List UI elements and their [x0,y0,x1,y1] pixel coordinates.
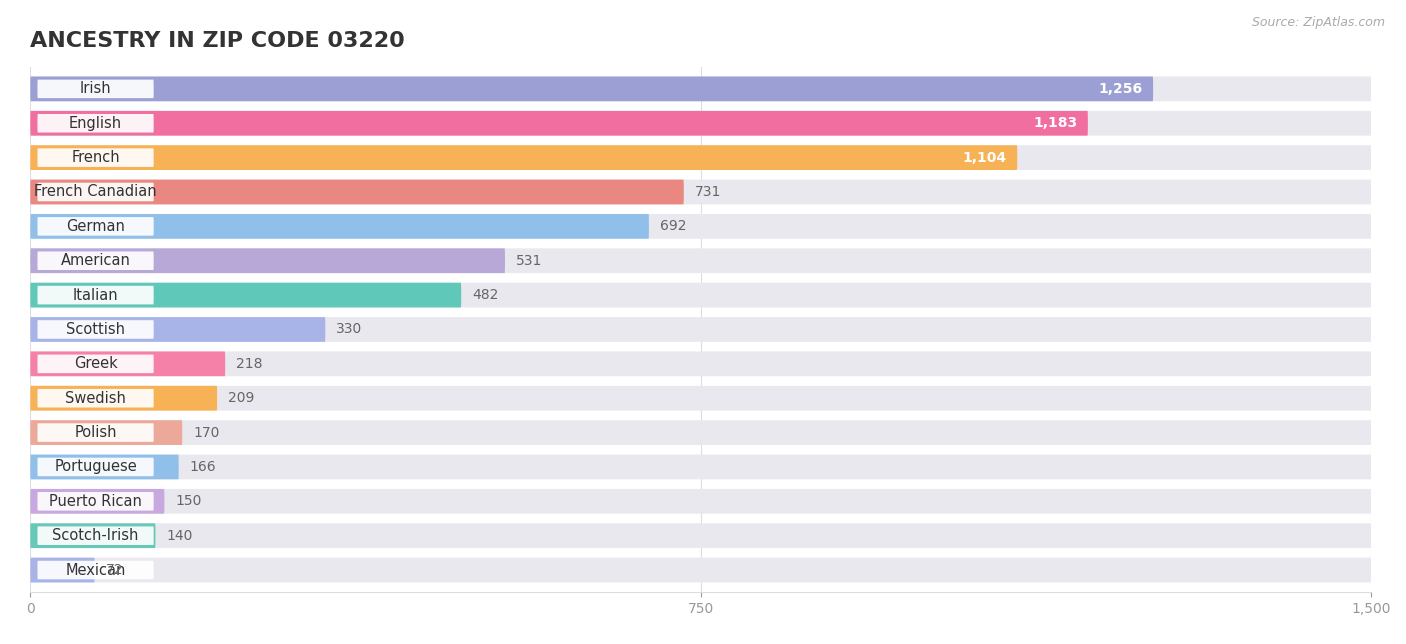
Text: 731: 731 [695,185,721,199]
FancyBboxPatch shape [38,526,153,545]
Text: American: American [60,253,131,269]
FancyBboxPatch shape [31,455,179,479]
Text: 170: 170 [193,426,219,440]
FancyBboxPatch shape [31,111,1371,136]
FancyBboxPatch shape [31,420,1371,445]
Text: 1,256: 1,256 [1098,82,1143,96]
Text: Source: ZipAtlas.com: Source: ZipAtlas.com [1251,16,1385,29]
Text: 166: 166 [190,460,217,474]
Text: Scotch-Irish: Scotch-Irish [52,528,139,543]
FancyBboxPatch shape [31,352,225,376]
FancyBboxPatch shape [31,77,1371,101]
FancyBboxPatch shape [38,320,153,339]
Text: English: English [69,116,122,131]
FancyBboxPatch shape [38,389,153,408]
FancyBboxPatch shape [31,420,183,445]
Text: Mexican: Mexican [66,563,125,578]
Text: Puerto Rican: Puerto Rican [49,494,142,509]
FancyBboxPatch shape [38,217,153,236]
Text: Portuguese: Portuguese [55,459,136,475]
Text: 72: 72 [105,563,122,577]
FancyBboxPatch shape [31,249,1371,273]
Text: 1,183: 1,183 [1033,117,1077,130]
Text: 218: 218 [236,357,263,371]
Text: 209: 209 [228,391,254,405]
FancyBboxPatch shape [31,455,1371,479]
Text: 150: 150 [176,495,201,508]
FancyBboxPatch shape [31,146,1018,170]
FancyBboxPatch shape [38,80,153,98]
Text: 531: 531 [516,254,543,268]
FancyBboxPatch shape [31,214,650,239]
Text: 482: 482 [472,288,498,302]
FancyBboxPatch shape [31,524,1371,548]
Text: Irish: Irish [80,81,111,97]
FancyBboxPatch shape [38,183,153,202]
FancyBboxPatch shape [38,355,153,373]
FancyBboxPatch shape [38,492,153,511]
FancyBboxPatch shape [31,283,461,307]
FancyBboxPatch shape [38,286,153,305]
Text: 140: 140 [166,529,193,543]
Text: German: German [66,219,125,234]
FancyBboxPatch shape [38,114,153,133]
FancyBboxPatch shape [31,524,156,548]
FancyBboxPatch shape [31,489,1371,514]
Text: Italian: Italian [73,288,118,303]
Text: Scottish: Scottish [66,322,125,337]
FancyBboxPatch shape [31,386,1371,411]
FancyBboxPatch shape [38,423,153,442]
Text: Polish: Polish [75,425,117,440]
Text: 330: 330 [336,323,363,336]
FancyBboxPatch shape [31,146,1371,170]
FancyBboxPatch shape [31,214,1371,239]
FancyBboxPatch shape [31,180,683,204]
FancyBboxPatch shape [31,558,1371,582]
FancyBboxPatch shape [31,317,1371,342]
Text: 1,104: 1,104 [962,151,1007,165]
FancyBboxPatch shape [31,283,1371,307]
FancyBboxPatch shape [38,561,153,580]
FancyBboxPatch shape [31,489,165,514]
FancyBboxPatch shape [31,558,94,582]
FancyBboxPatch shape [31,249,505,273]
Text: Greek: Greek [73,356,118,372]
Text: French Canadian: French Canadian [34,184,157,200]
Text: 692: 692 [659,220,686,233]
Text: French: French [72,150,120,165]
FancyBboxPatch shape [31,386,217,411]
FancyBboxPatch shape [38,148,153,167]
FancyBboxPatch shape [31,317,325,342]
FancyBboxPatch shape [38,458,153,476]
FancyBboxPatch shape [31,111,1088,136]
FancyBboxPatch shape [38,251,153,270]
FancyBboxPatch shape [31,352,1371,376]
Text: ANCESTRY IN ZIP CODE 03220: ANCESTRY IN ZIP CODE 03220 [31,31,405,51]
FancyBboxPatch shape [31,180,1371,204]
Text: Swedish: Swedish [65,391,127,406]
FancyBboxPatch shape [31,77,1153,101]
